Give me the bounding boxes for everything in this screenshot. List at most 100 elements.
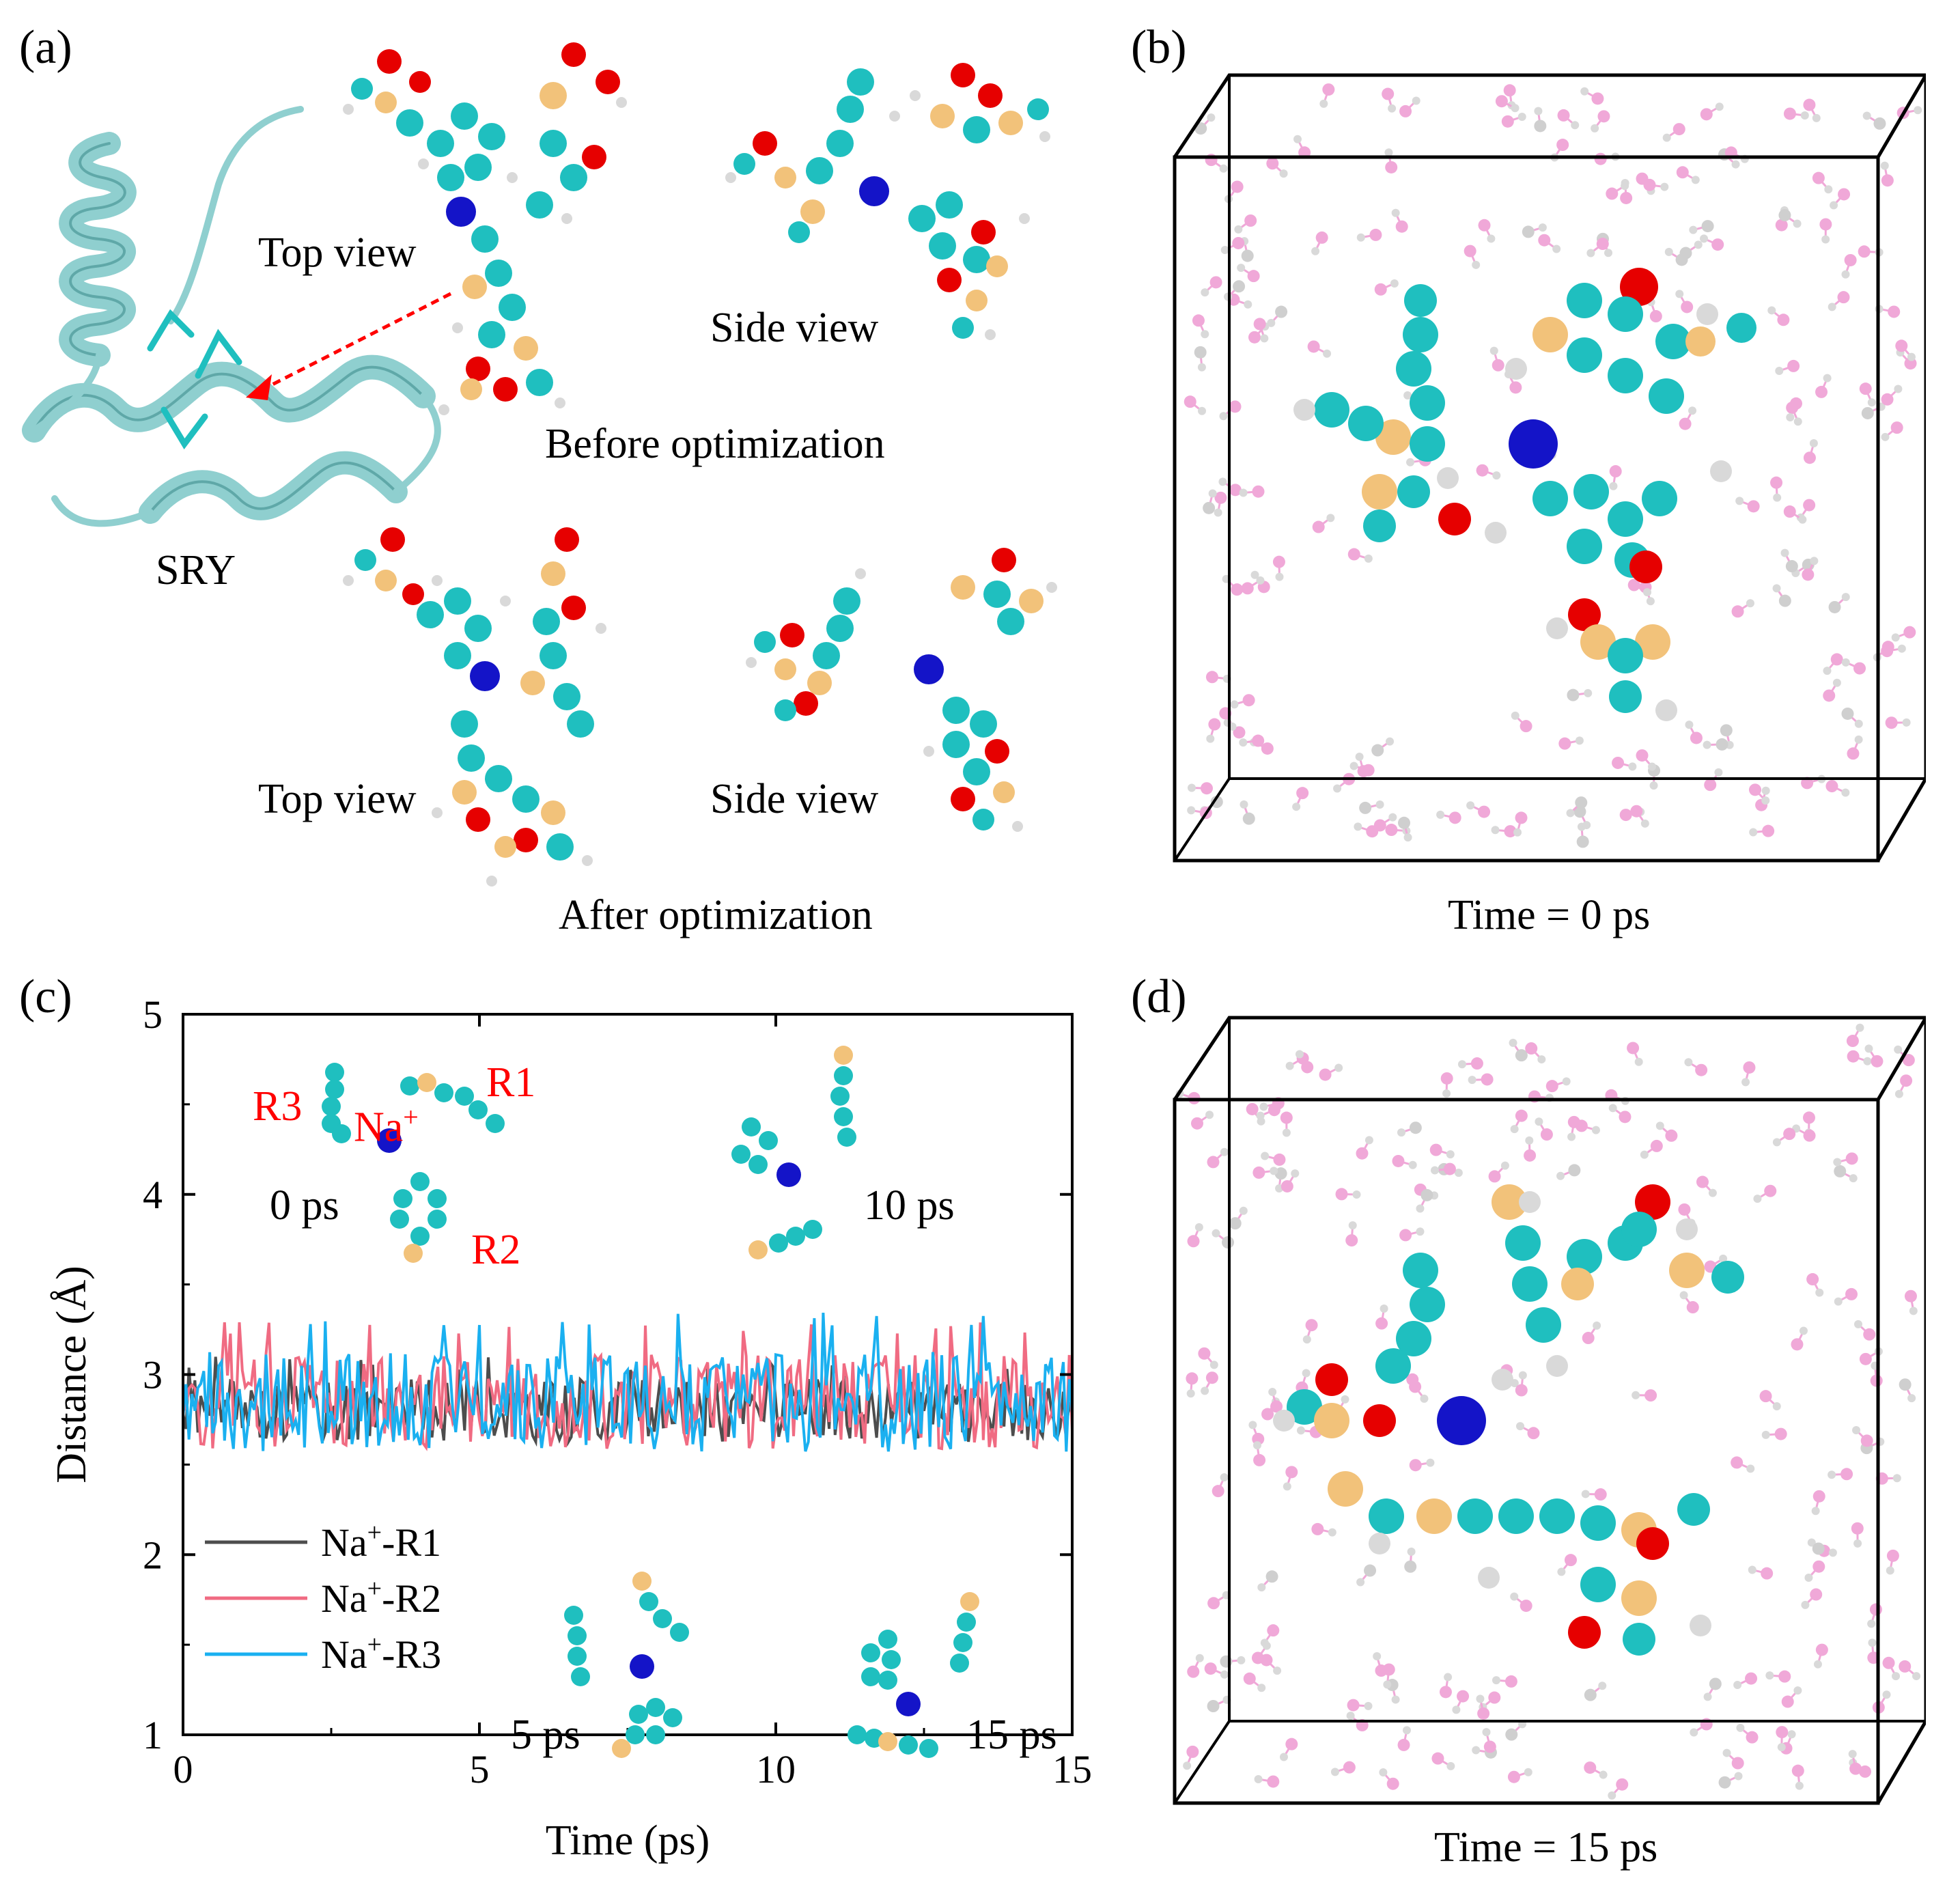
water-oxygen <box>1650 1139 1663 1152</box>
water-hydrogen <box>1685 721 1694 729</box>
water-oxygen <box>1527 1427 1540 1440</box>
water-hydrogen <box>1218 477 1227 486</box>
water-oxygen <box>1812 1490 1825 1503</box>
water-oxygen <box>1243 1672 1256 1685</box>
water-hydrogen <box>1230 700 1239 709</box>
water-oxygen <box>1315 231 1328 244</box>
water-hydrogen <box>1292 803 1301 811</box>
water-hydrogen <box>1510 1125 1519 1134</box>
water-oxygen <box>1503 84 1516 97</box>
water-hydrogen <box>1733 1681 1742 1690</box>
water-hydrogen <box>1517 113 1526 122</box>
water-hydrogen <box>1761 1430 1770 1439</box>
water-hydrogen <box>1646 597 1655 606</box>
water-hydrogen <box>1275 572 1284 581</box>
water-hydrogen <box>1406 458 1415 466</box>
x-tick-label: 10 <box>756 1747 796 1791</box>
water-hydrogen <box>1214 508 1222 517</box>
water-oxygen <box>1830 653 1843 666</box>
water-oxygen <box>1538 234 1551 247</box>
water-hydrogen <box>1882 1690 1891 1699</box>
water-oxygen <box>1775 219 1788 232</box>
water-hydrogen <box>1688 406 1697 415</box>
water-oxygen <box>1594 1488 1607 1501</box>
water-oxygen <box>1187 1665 1200 1678</box>
water-oxygen <box>1825 780 1838 793</box>
water-oxygen <box>1840 1468 1853 1481</box>
water-oxygen <box>1575 1119 1588 1132</box>
panel-d-caption: Time = 15 ps <box>1434 1824 1658 1871</box>
water-oxygen <box>1311 1522 1324 1535</box>
water-oxygen <box>1841 707 1854 720</box>
water-oxygen <box>1806 1273 1819 1286</box>
water-hydrogen <box>1285 1061 1294 1070</box>
water-oxygen <box>1761 1567 1774 1580</box>
water-oxygen <box>1242 694 1255 707</box>
water-oxygen <box>1828 600 1841 613</box>
water-hydrogen <box>1867 398 1876 407</box>
water-oxygen <box>1903 626 1916 639</box>
water-oxygen <box>1268 1104 1280 1117</box>
top-view-label-1: Top view <box>258 229 417 276</box>
sry-label: SRY <box>156 547 236 594</box>
water-hydrogen <box>1201 330 1209 339</box>
water-oxygen <box>1881 393 1894 406</box>
water-oxygen <box>1859 1352 1872 1365</box>
water-oxygen <box>1567 688 1580 701</box>
water-hydrogen <box>1237 1656 1246 1664</box>
water-oxygen <box>1495 95 1508 108</box>
water-hydrogen <box>1841 658 1850 667</box>
water-hydrogen <box>1848 1750 1857 1759</box>
water-oxygen <box>1267 1775 1280 1788</box>
water-hydrogen <box>1552 245 1561 253</box>
water-hydrogen <box>1220 246 1229 255</box>
box-frame <box>1173 73 1926 863</box>
water-hydrogen <box>1907 1394 1916 1403</box>
water-oxygen <box>1863 1328 1876 1341</box>
water-oxygen <box>1253 318 1266 331</box>
water-oxygen <box>1871 1055 1884 1068</box>
water-oxygen <box>1392 1154 1405 1167</box>
water-oxygen <box>1375 1317 1388 1330</box>
water-oxygen <box>1464 245 1476 257</box>
water-hydrogen <box>1907 352 1916 361</box>
time-label-0ps: 0 ps <box>270 1182 339 1229</box>
water-oxygen <box>1564 1554 1577 1567</box>
water-oxygen <box>1704 779 1717 792</box>
water-oxygen <box>1803 1129 1816 1142</box>
water-oxygen <box>1681 301 1694 313</box>
water-hydrogen <box>1886 1566 1894 1575</box>
water-oxygen <box>1845 1152 1858 1165</box>
water-hydrogen <box>1296 1426 1305 1435</box>
water-oxygen <box>1212 1485 1224 1498</box>
water-hydrogen <box>1787 1730 1796 1739</box>
water-hydrogen <box>1690 1728 1698 1737</box>
water-hydrogen <box>1897 644 1906 653</box>
water-oxygen <box>1395 220 1408 233</box>
water-oxygen <box>1198 1347 1211 1360</box>
water-oxygen <box>1584 1688 1597 1701</box>
water-hydrogen <box>1348 1221 1357 1230</box>
water-oxygen <box>1747 500 1760 513</box>
solute-cluster <box>1273 1184 1744 1656</box>
water-hydrogen <box>1283 1482 1291 1491</box>
water-oxygen <box>1582 1332 1595 1345</box>
water-hydrogen <box>1580 87 1589 96</box>
water-hydrogen <box>1557 1567 1566 1576</box>
water-oxygen <box>1597 110 1610 123</box>
water-hydrogen <box>1700 234 1709 243</box>
water-hydrogen <box>1364 1701 1373 1710</box>
water-hydrogen <box>1664 247 1673 256</box>
water-hydrogen <box>1239 488 1248 497</box>
water-hydrogen <box>1187 783 1196 792</box>
water-oxygen <box>1696 1175 1709 1188</box>
water-oxygen <box>1853 662 1866 675</box>
water-hydrogen <box>1270 1167 1278 1175</box>
water-oxygen <box>1371 744 1384 757</box>
water-oxygen <box>1207 1699 1220 1712</box>
water-hydrogen <box>1894 1089 1903 1098</box>
water-hydrogen <box>1809 439 1818 448</box>
water-oxygen <box>1520 720 1532 733</box>
water-hydrogen <box>1352 1190 1361 1199</box>
water-oxygen <box>1347 548 1360 561</box>
